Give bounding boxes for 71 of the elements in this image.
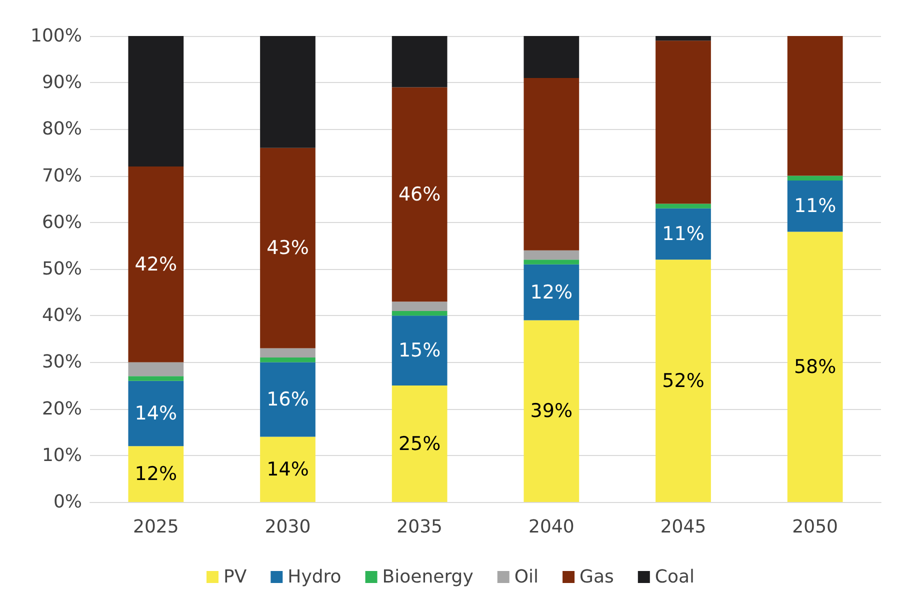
- data-label: 43%: [266, 237, 309, 260]
- y-tick-label: 50%: [42, 258, 82, 280]
- data-label: 25%: [398, 432, 441, 455]
- x-tick-label: 2030: [264, 516, 311, 538]
- legend-label: Hydro: [288, 566, 342, 588]
- x-tick-label: 2040: [528, 516, 574, 538]
- data-label: 12%: [134, 463, 178, 486]
- bar: [260, 436, 316, 502]
- bar: [524, 250, 580, 260]
- y-tick-label: 30%: [42, 352, 82, 373]
- y-tick-label: 100%: [30, 26, 82, 46]
- legend-label: Bioenergy: [382, 566, 474, 588]
- bar: [392, 316, 448, 386]
- bar: [260, 362, 316, 437]
- bar: [787, 176, 843, 180]
- bar: [260, 36, 316, 148]
- bar: [524, 260, 580, 264]
- y-tick-label: 80%: [42, 118, 82, 140]
- bar: [128, 380, 184, 446]
- data-label: 58%: [794, 356, 836, 378]
- data-label: 42%: [134, 253, 178, 276]
- data-label: 46%: [398, 183, 441, 206]
- data-label: 52%: [662, 370, 704, 392]
- bar: [787, 180, 843, 232]
- bar: [656, 208, 711, 260]
- data-label: 16%: [266, 388, 309, 410]
- data-label: 11%: [662, 223, 704, 246]
- bar: [392, 386, 448, 502]
- bar: [656, 36, 711, 41]
- bar: [128, 362, 184, 376]
- bar: [524, 78, 580, 250]
- legend-label: PV: [223, 566, 248, 588]
- bar: [128, 446, 184, 502]
- bar: [392, 87, 448, 302]
- bar: [392, 302, 448, 311]
- bar: [524, 264, 580, 320]
- y-tick-label: 70%: [42, 165, 82, 186]
- x-tick-label: 2025: [133, 516, 179, 538]
- bar: [787, 232, 843, 502]
- bar: [260, 358, 316, 362]
- legend-label: Coal: [654, 566, 695, 588]
- bar: [656, 40, 711, 204]
- y-tick-label: 90%: [42, 72, 82, 94]
- y-tick-label: 0%: [53, 492, 82, 512]
- bar: [392, 36, 448, 88]
- bar: [787, 36, 843, 176]
- data-label: 14%: [266, 458, 309, 480]
- bar: [128, 166, 184, 362]
- x-tick-label: 2045: [660, 516, 706, 538]
- bar: [128, 36, 184, 166]
- y-tick-label: 40%: [42, 305, 82, 326]
- bar: [524, 36, 580, 78]
- data-label: 39%: [530, 400, 573, 422]
- bar: [260, 148, 316, 348]
- bar: [260, 348, 316, 358]
- data-label: 11%: [794, 195, 836, 218]
- bar: [392, 310, 448, 316]
- data-label: 14%: [134, 402, 178, 424]
- y-tick-label: 10%: [42, 444, 82, 466]
- x-tick-label: 2035: [396, 516, 442, 538]
- y-tick-label: 60%: [42, 212, 82, 233]
- bar: [524, 320, 580, 502]
- bar: [656, 260, 711, 502]
- data-label: 15%: [398, 340, 441, 362]
- legend-label: Gas: [580, 566, 614, 588]
- data-label: 12%: [530, 281, 573, 304]
- x-tick-label: 2050: [792, 516, 838, 538]
- legend-label: Oil: [514, 566, 539, 588]
- bar: [128, 376, 184, 381]
- bar: [656, 204, 711, 208]
- y-tick-label: 20%: [42, 398, 82, 420]
